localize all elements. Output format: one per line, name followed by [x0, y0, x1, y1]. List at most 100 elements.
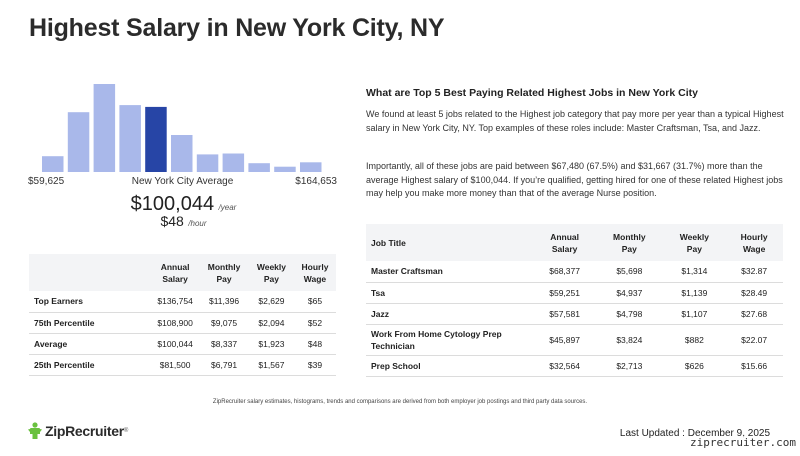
- histogram-bar: [93, 84, 116, 172]
- job-title-cell: Jazz: [366, 303, 534, 325]
- histogram-bar: [67, 112, 90, 172]
- table-row: Average $100,044 $8,337 $1,923 $48: [29, 333, 336, 355]
- histogram-bar: [274, 166, 296, 172]
- job-title-cell: Tsa: [366, 282, 534, 304]
- monthly-pay-cell: $4,798: [595, 303, 664, 325]
- jobs-header-monthly: Monthly Pay: [595, 224, 664, 261]
- histogram-bar: [196, 154, 219, 172]
- related-jobs-detail: Importantly, all of these jobs are paid …: [366, 161, 783, 198]
- annual-salary-cell: $57,581: [534, 303, 596, 325]
- monthly-pay-cell: $8,337: [199, 333, 249, 355]
- histogram-bar: [171, 135, 193, 172]
- histogram-range-max: $164,653: [295, 176, 337, 187]
- ziprecruiter-logo[interactable]: ZipRecruiter ®: [28, 422, 128, 439]
- weekly-pay-cell: $882: [663, 324, 726, 356]
- weekly-pay-cell: $2,094: [248, 312, 294, 334]
- hourly-wage-cell: $32.87: [725, 261, 783, 283]
- percentile-header-blank: [29, 254, 151, 291]
- annual-salary-cell: $59,251: [534, 282, 596, 304]
- logo-wordmark: ZipRecruiter: [45, 422, 124, 439]
- weekly-pay-cell: $2,629: [248, 291, 294, 313]
- histogram-bar: [248, 163, 270, 172]
- average-yearly-salary: $100,044 /year: [30, 193, 337, 216]
- jobs-table-header: Job Title Annual Salary Monthly Pay Weekly…: [366, 224, 783, 261]
- job-title-cell: Work From Home Cytology Prep Technician: [366, 324, 534, 356]
- table-row: 25th Percentile $81,500 $6,791 $1,567 $3…: [29, 354, 336, 376]
- average-hourly-wage: $48 /hour: [30, 213, 337, 231]
- table-row: 75th Percentile $108,900 $9,075 $2,094 $…: [29, 312, 336, 334]
- table-row: Jazz $57,581 $4,798 $1,107 $27.68: [366, 303, 783, 325]
- percentile-header-monthly: Monthly Pay: [199, 254, 249, 291]
- hourly-wage-cell: $52: [293, 312, 336, 334]
- hourly-wage-cell: $65: [293, 291, 336, 313]
- annual-salary-cell: $136,754: [151, 291, 200, 313]
- row-label: 25th Percentile: [29, 354, 151, 376]
- table-row: Work From Home Cytology Prep Technician …: [366, 324, 783, 356]
- monthly-pay-cell: $5,698: [595, 261, 664, 283]
- jobs-header-weekly: Weekly Pay: [663, 224, 726, 261]
- percentile-table-header: Annual Salary Monthly Pay Weekly Pay Hourly…: [29, 254, 336, 291]
- table-row: Top Earners $136,754 $11,396 $2,629 $65: [29, 291, 336, 313]
- percentile-header-weekly: Weekly Pay: [248, 254, 294, 291]
- histogram-bar: [119, 105, 141, 172]
- weekly-pay-cell: $1,139: [663, 282, 726, 304]
- related-jobs-intro: We found at least 5 jobs related to the …: [366, 109, 784, 133]
- weekly-pay-cell: $1,107: [663, 303, 726, 325]
- table-row: Tsa $59,251 $4,937 $1,139 $28.49: [366, 282, 783, 304]
- job-title-cell: Master Craftsman: [366, 261, 534, 283]
- weekly-pay-cell: $1,567: [248, 354, 294, 376]
- hourly-wage-cell: $22.07: [725, 324, 783, 356]
- monthly-pay-cell: $6,791: [199, 354, 249, 376]
- last-updated: Last Updated : December 9, 2025: [619, 428, 770, 439]
- jobs-header-annual: Annual Salary: [534, 224, 596, 261]
- monthly-pay-cell: $2,713: [595, 355, 664, 377]
- annual-salary-cell: $100,044: [151, 333, 200, 355]
- hourly-wage-cell: $15.66: [725, 355, 783, 377]
- related-jobs-heading: What are Top 5 Best Paying Related Highe…: [366, 87, 698, 99]
- monthly-pay-cell: $11,396: [199, 291, 249, 313]
- monthly-pay-cell: $3,824: [595, 324, 664, 356]
- hourly-wage-cell: $27.68: [725, 303, 783, 325]
- histogram-bar: [222, 153, 245, 172]
- percentile-header-annual: Annual Salary: [151, 254, 200, 291]
- histogram-bar-average: [145, 106, 167, 172]
- percentile-table: Annual Salary Monthly Pay Weekly Pay Hourly…: [29, 254, 336, 376]
- table-row: Prep School $32,564 $2,713 $626 $15.66: [366, 355, 783, 377]
- job-title-cell: Prep School: [366, 355, 534, 377]
- weekly-pay-cell: $626: [663, 355, 726, 377]
- salary-histogram: [30, 60, 337, 172]
- histogram-average-label: New York City Average: [131, 176, 234, 187]
- table-row: Master Craftsman $68,377 $5,698 $1,314 $…: [366, 261, 783, 283]
- average-yearly-value: $100,044: [130, 193, 215, 215]
- annual-salary-cell: $32,564: [534, 355, 596, 377]
- histogram-range-min: $59,625: [28, 176, 65, 187]
- hourly-wage-cell: $39: [293, 354, 336, 376]
- page-title: Highest Salary in New York City, NY: [29, 14, 445, 42]
- histogram-bar: [42, 156, 64, 172]
- average-hourly-unit: /hour: [188, 219, 207, 228]
- average-yearly-unit: /year: [218, 203, 237, 212]
- weekly-pay-cell: $1,923: [248, 333, 294, 355]
- row-label: Top Earners: [29, 291, 151, 313]
- annual-salary-cell: $45,897: [534, 324, 596, 356]
- hourly-wage-cell: $48: [293, 333, 336, 355]
- histogram-bar: [300, 162, 322, 172]
- row-label: 75th Percentile: [29, 312, 151, 334]
- annual-salary-cell: $108,900: [151, 312, 200, 334]
- logo-registered-mark: ®: [123, 427, 129, 434]
- weekly-pay-cell: $1,314: [663, 261, 726, 283]
- annual-salary-cell: $68,377: [534, 261, 596, 283]
- percentile-header-hourly: Hourly Wage: [293, 254, 336, 291]
- row-label: Average: [29, 333, 151, 355]
- related-jobs-table: Job Title Annual Salary Monthly Pay Weekly…: [366, 224, 783, 377]
- monthly-pay-cell: $4,937: [595, 282, 664, 304]
- histogram-svg: [42, 84, 322, 172]
- ziprecruiter-person-icon: [28, 422, 42, 439]
- jobs-header-hourly: Hourly Wage: [725, 224, 783, 261]
- site-watermark: ziprecruiter.com: [690, 436, 796, 449]
- jobs-header-title: Job Title: [366, 224, 534, 261]
- data-source-disclaimer: ZipRecruiter salary estimates, histogram…: [212, 399, 588, 405]
- average-hourly-value: $48: [160, 213, 184, 229]
- monthly-pay-cell: $9,075: [199, 312, 249, 334]
- annual-salary-cell: $81,500: [151, 354, 200, 376]
